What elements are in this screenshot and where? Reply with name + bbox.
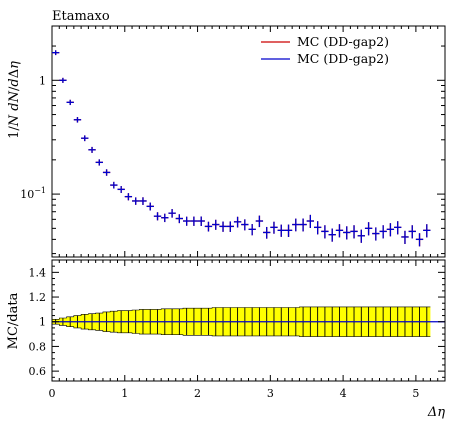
data-point-blue bbox=[81, 135, 89, 142]
data-point-blue bbox=[284, 224, 293, 237]
x-tick-label: 5 bbox=[412, 387, 419, 400]
data-point-blue bbox=[299, 218, 307, 232]
data-point-blue bbox=[408, 225, 416, 239]
data-point-blue bbox=[146, 202, 154, 211]
data-point-blue bbox=[52, 50, 60, 56]
data-point-blue bbox=[226, 221, 234, 232]
data-point-blue bbox=[132, 197, 140, 205]
data-point-blue bbox=[124, 193, 133, 201]
ratio-axis-ticks: 0 1 2 3 4 5 0.6 0.8 1 1.2 1.4 bbox=[29, 260, 446, 400]
data-point-blue bbox=[102, 169, 111, 176]
data-point-blue bbox=[423, 224, 431, 238]
data-point-blue bbox=[66, 99, 74, 106]
y-axis-label-part: d bbox=[7, 78, 22, 86]
data-point-blue bbox=[364, 222, 373, 236]
y-axis-label-part: dN bbox=[7, 90, 22, 110]
data-point-blue bbox=[175, 214, 183, 224]
legend-label-mc-red: MC (DD-gap2) bbox=[297, 34, 389, 49]
ratio-y-tick-label: 1.2 bbox=[29, 291, 47, 304]
data-point-blue bbox=[255, 215, 264, 228]
ratio-y-axis-label: MC/data bbox=[6, 292, 21, 349]
ratio-band-lower-edge bbox=[52, 323, 431, 337]
ratio-y-tick-label: 0.6 bbox=[29, 365, 47, 378]
data-point-blue bbox=[139, 197, 147, 205]
ratio-y-tick-label: 1 bbox=[39, 316, 46, 329]
ratio-band-upper-edge bbox=[52, 306, 431, 320]
data-point-blue bbox=[204, 221, 213, 232]
data-point-blue bbox=[357, 229, 365, 243]
data-point-blue bbox=[321, 225, 329, 239]
data-point-blue bbox=[306, 214, 314, 229]
data-point-blue bbox=[248, 224, 256, 236]
data-point-blue bbox=[59, 77, 67, 83]
data-point-blue bbox=[343, 226, 351, 240]
data-point-blue bbox=[379, 225, 387, 239]
y-axis-label-part: N bbox=[7, 114, 22, 127]
x-tick-label: 3 bbox=[267, 387, 274, 400]
ratio-panel: 0 1 2 3 4 5 0.6 0.8 1 1.2 1.4 MC/data Δη bbox=[6, 259, 446, 420]
y-axis-label-part: Δ bbox=[7, 69, 22, 78]
data-point-blue bbox=[233, 216, 242, 228]
data-point-blue bbox=[95, 159, 103, 166]
data-point-blue bbox=[88, 146, 96, 153]
main-panel: 1 10−1 Etamaxo 1/N dN/dΔη MC (DD-gap2) MC… bbox=[7, 9, 446, 258]
data-point-blue bbox=[117, 186, 125, 193]
y-axis-label-part: 1/ bbox=[7, 126, 22, 139]
main-y-tick-label: 10−1 bbox=[20, 186, 46, 201]
data-point-blue bbox=[335, 224, 344, 238]
x-axis-label: Δη bbox=[427, 405, 445, 420]
data-point-blue bbox=[277, 224, 285, 237]
data-point-blue bbox=[314, 221, 322, 235]
data-point-blue bbox=[197, 216, 205, 226]
data-point-blue bbox=[110, 181, 118, 189]
data-point-blue bbox=[241, 219, 249, 231]
data-point-blue bbox=[183, 216, 191, 226]
data-point-blue bbox=[168, 209, 176, 218]
main-y-tick-exponent: −1 bbox=[34, 186, 46, 195]
data-point-blue bbox=[219, 221, 227, 232]
data-point-blue bbox=[263, 226, 271, 239]
y-axis-label: 1/N dN/dΔη bbox=[7, 61, 22, 139]
x-tick-label: 2 bbox=[194, 387, 201, 400]
y-axis-label-part: / bbox=[7, 86, 22, 91]
data-point-blue bbox=[401, 230, 409, 244]
data-point-blue bbox=[415, 233, 424, 247]
data-point-blue bbox=[270, 221, 278, 234]
ratio-y-tick-label: 1.4 bbox=[29, 266, 47, 279]
y-axis-label-part: η bbox=[7, 61, 22, 69]
main-data-marks bbox=[52, 50, 431, 247]
data-point-blue bbox=[190, 216, 198, 226]
data-point-blue bbox=[73, 117, 82, 123]
x-tick-label: 0 bbox=[49, 387, 56, 400]
legend-label-mc-blue: MC (DD-gap2) bbox=[297, 51, 389, 66]
x-tick-label: 4 bbox=[340, 387, 347, 400]
x-tick-label: 1 bbox=[121, 387, 128, 400]
data-point-blue bbox=[212, 219, 220, 230]
data-point-blue bbox=[153, 212, 162, 221]
ratio-y-tick-label: 0.8 bbox=[29, 340, 47, 353]
data-point-blue bbox=[386, 223, 395, 237]
main-axis-ticks: 1 10−1 bbox=[20, 25, 446, 257]
data-point-blue bbox=[292, 218, 300, 232]
data-point-blue bbox=[161, 213, 169, 223]
data-point-blue bbox=[394, 221, 402, 235]
data-point-blue bbox=[372, 227, 380, 241]
chart-title: Etamaxo bbox=[52, 9, 110, 24]
legend: MC (DD-gap2) MC (DD-gap2) bbox=[261, 34, 389, 66]
data-point-blue bbox=[350, 225, 358, 239]
main-y-tick-label: 1 bbox=[39, 74, 46, 87]
data-point-blue bbox=[328, 228, 336, 242]
